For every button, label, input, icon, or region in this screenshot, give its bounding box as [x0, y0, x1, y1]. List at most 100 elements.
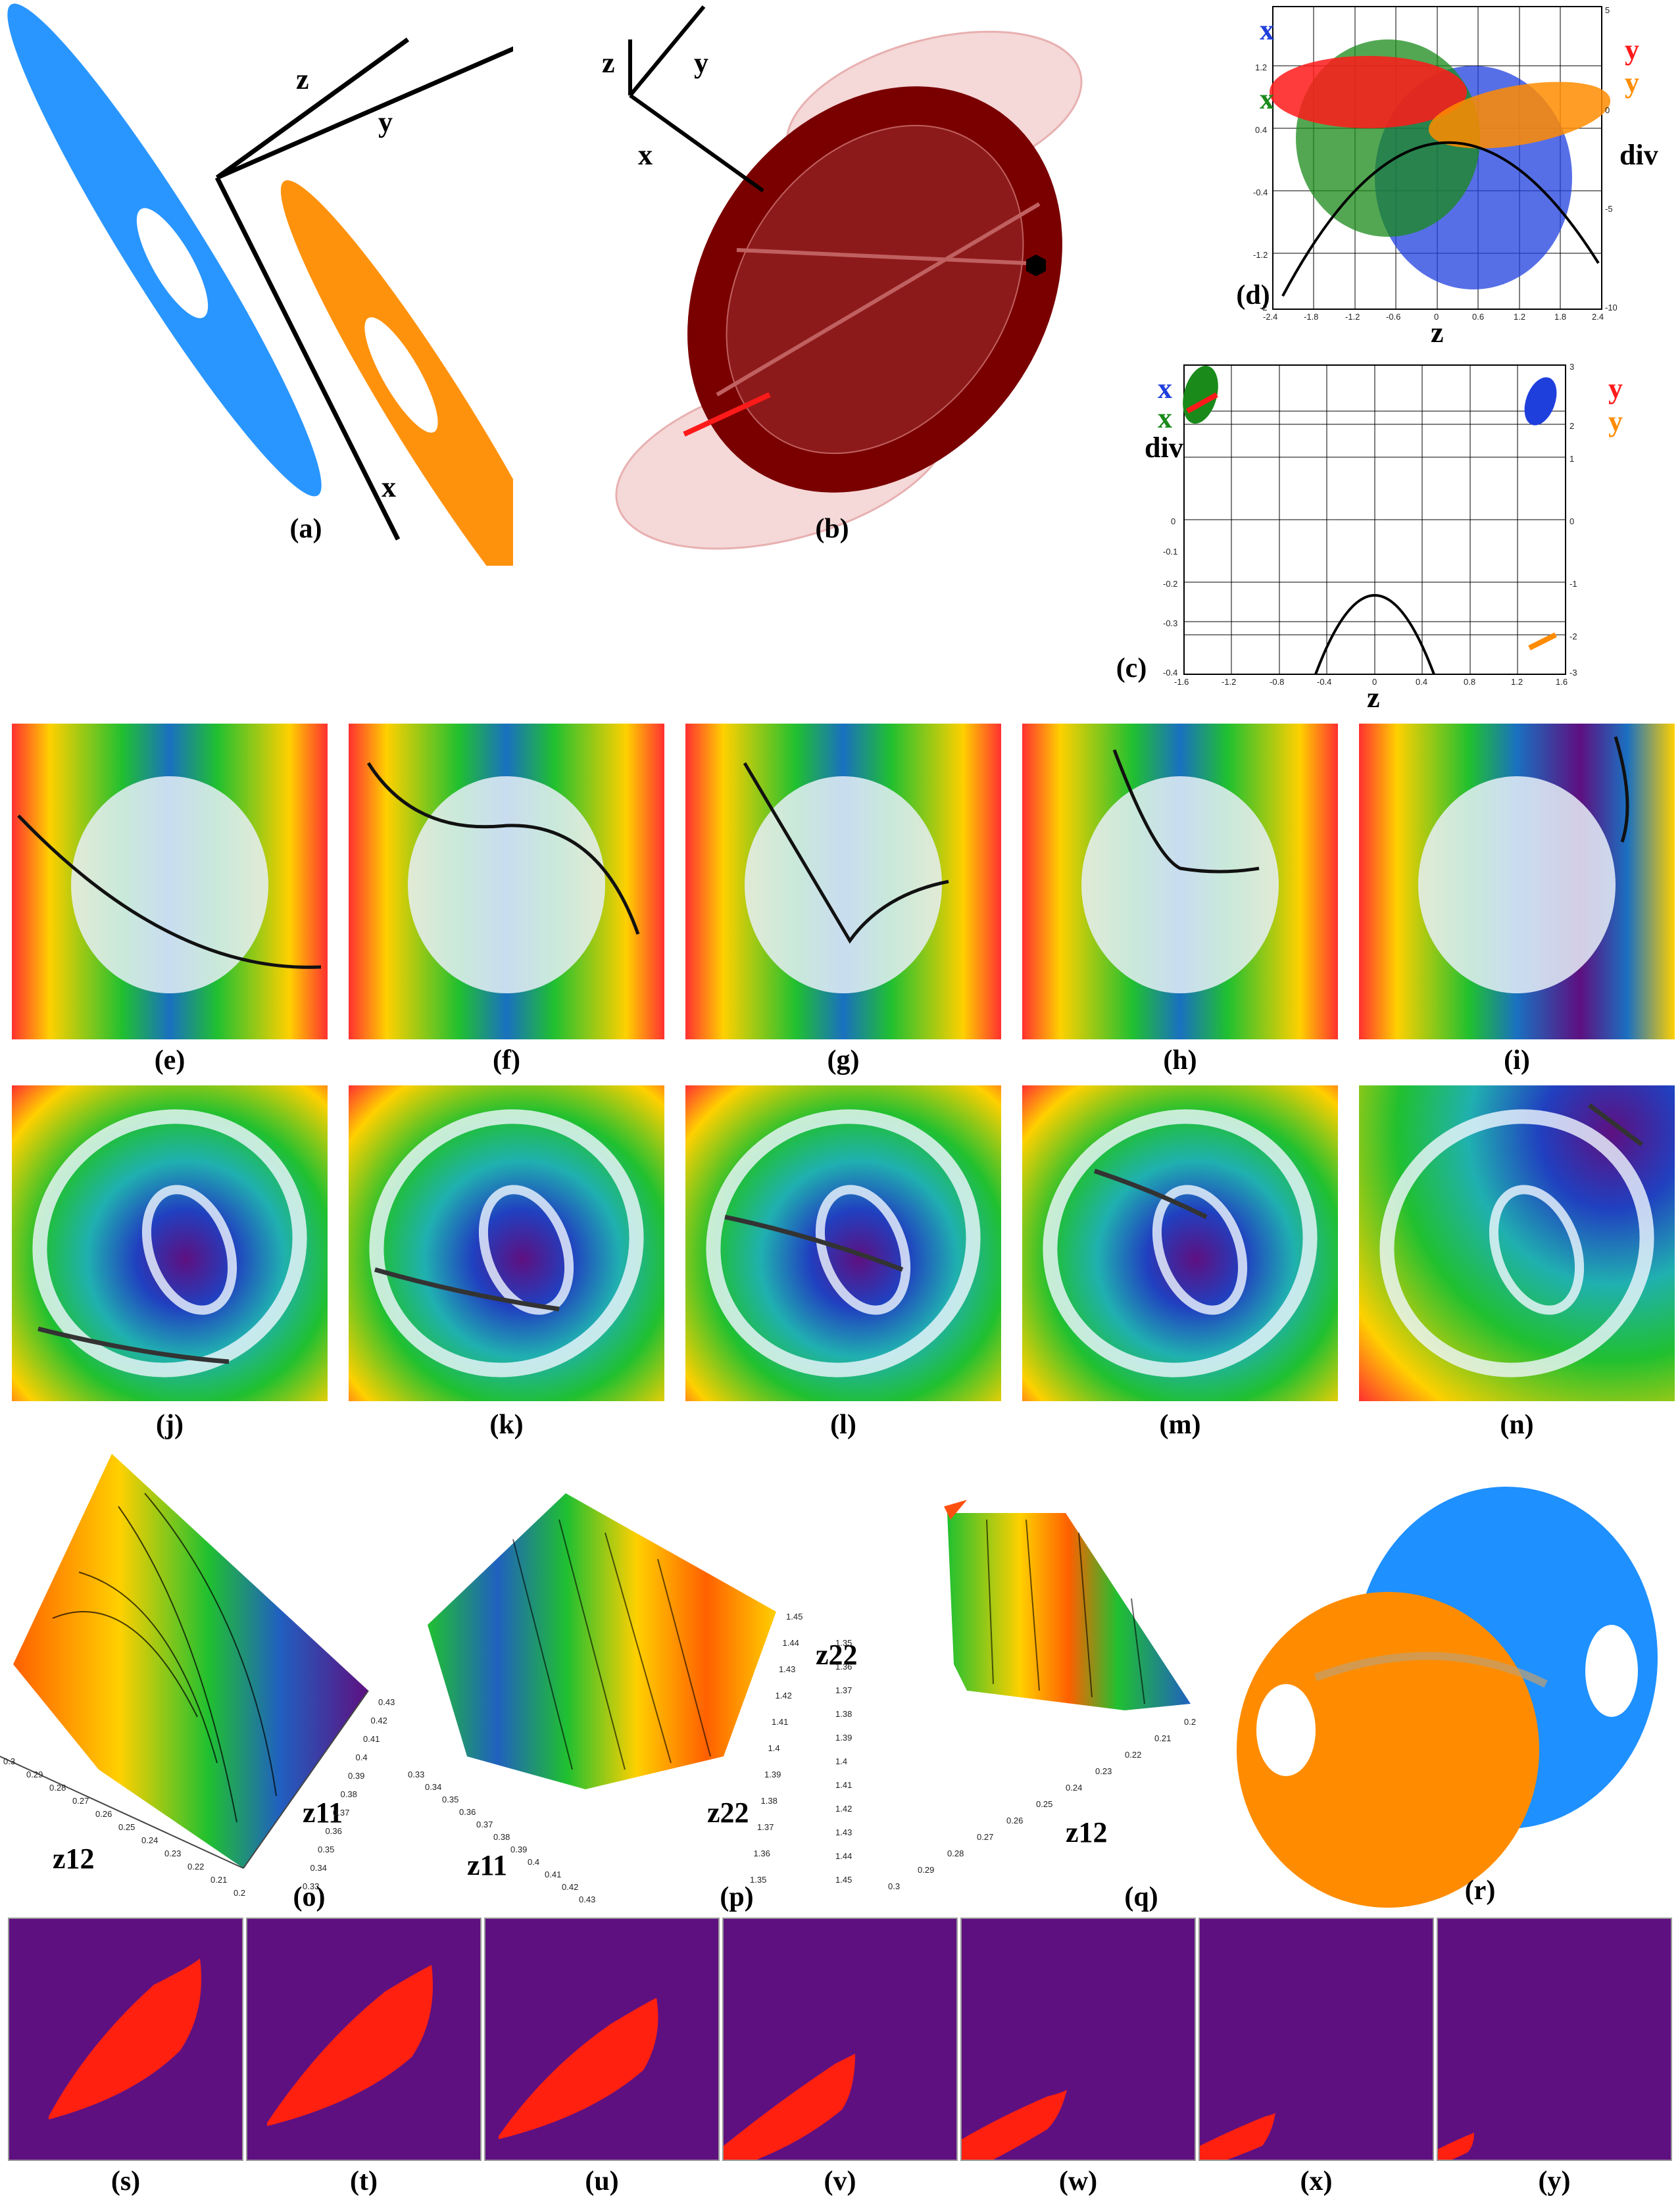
left-tick: 0 — [1171, 516, 1176, 526]
surface-tick-label: 0.27 — [72, 1796, 89, 1806]
surface-tick-label: 1.35 — [835, 1638, 852, 1648]
panel-b-plot — [615, 5, 1083, 550]
caption-j: (j) — [156, 1410, 184, 1440]
caption-w: (w) — [1058, 2166, 1098, 2196]
x-axis-label: z — [1431, 316, 1444, 349]
x-tick: -1.6 — [1174, 677, 1189, 687]
panel-t — [246, 1918, 482, 2161]
surface-tick-label: 0.33 — [303, 1881, 320, 1891]
x-tick: -0.6 — [1386, 312, 1401, 322]
panel-o: z12 z11 — [0, 1454, 408, 1901]
x-tick: -0.8 — [1270, 677, 1285, 687]
x-tick: 1.2 — [1511, 677, 1523, 687]
surface-tick-label: 0.38 — [493, 1832, 510, 1842]
div-label: div — [1145, 432, 1183, 464]
axis-y-label: y — [378, 106, 393, 138]
left-tick: -0.4 — [1163, 668, 1178, 678]
x-tick: 0.8 — [1464, 677, 1476, 687]
right-tick: -3 — [1569, 668, 1577, 678]
axis-b-label: z11 — [303, 1797, 343, 1829]
axis-x-label: x — [638, 139, 653, 171]
right-tick: -5 — [1605, 204, 1613, 214]
surface-tick-label: 1.42 — [775, 1691, 792, 1700]
panel-e — [12, 724, 328, 1039]
panel-f — [349, 724, 664, 1039]
surface-tick-label: 0.39 — [348, 1771, 365, 1781]
surface-tick-label: 0.29 — [918, 1865, 935, 1875]
panel-e-plot — [17, 776, 322, 993]
right-label-y2: y — [1625, 66, 1639, 99]
caption-v: (v) — [824, 2166, 856, 2196]
panel-i-plot — [1418, 736, 1629, 993]
panel-g-plot — [743, 762, 949, 993]
surface-tick-label: 1.38 — [760, 1796, 778, 1806]
surface-tick-label: 0.42 — [562, 1882, 579, 1892]
axis-z-label: z — [296, 63, 309, 95]
surface-tick-label: 1.43 — [779, 1664, 796, 1674]
surface-tick-label: 0.4 — [528, 1857, 540, 1867]
caption-k: (k) — [489, 1410, 524, 1440]
axes-triad — [214, 37, 513, 541]
left-label-x: x — [1158, 372, 1172, 405]
grid — [1184, 365, 1566, 674]
panel-x-plot — [1200, 2113, 1275, 2160]
right-tick: -10 — [1605, 303, 1618, 312]
surface-tick-label: 0.26 — [1006, 1816, 1024, 1825]
blue-blob — [1524, 377, 1557, 426]
right-label-y: y — [1608, 372, 1623, 405]
left-label-x2: x — [1260, 83, 1274, 115]
panel-l-plot — [706, 1109, 981, 1377]
left-label-x: x — [1260, 14, 1274, 46]
caption-r: (r) — [1464, 1875, 1496, 1906]
panel-p-surface — [428, 1493, 776, 1789]
surface-tick-label: 0.25 — [1036, 1799, 1053, 1809]
black-equilibrium-marker — [1026, 255, 1046, 276]
axis-y-label: y — [694, 47, 708, 79]
right-tick: 5 — [1605, 5, 1610, 15]
panel-y-plot — [1438, 2133, 1474, 2160]
left-label-x2: x — [1158, 402, 1172, 434]
axis-b-label: z12 — [1066, 1816, 1108, 1848]
panel-t-plot — [267, 1965, 433, 2126]
surface-tick-label: 1.39 — [764, 1770, 781, 1779]
right-tick: -2 — [1569, 632, 1577, 641]
panel-i — [1359, 724, 1675, 1039]
caption-t: (t) — [350, 2166, 378, 2196]
panel-u — [484, 1918, 720, 2161]
caption-h: (h) — [1163, 1045, 1197, 1076]
surface-tick-label: 0.41 — [363, 1734, 380, 1744]
surface-tick-label: 0.4 — [355, 1752, 368, 1762]
caption-a: (a) — [289, 514, 322, 544]
surface-tick-label: 0.35 — [442, 1795, 459, 1804]
surface-tick-label: 0.23 — [1095, 1766, 1112, 1776]
surface-tick-label: 0.41 — [545, 1870, 562, 1879]
axis-x-label: x — [382, 471, 396, 503]
axis-a-label: z12 — [53, 1843, 95, 1875]
red-spur — [683, 392, 771, 437]
panel-k — [349, 1085, 664, 1401]
caption-y: (y) — [1538, 2166, 1571, 2196]
surface-tick-label: 1.36 — [835, 1662, 852, 1672]
surface-tick-label: 0.35 — [318, 1845, 335, 1854]
x-tick: 0 — [1372, 677, 1377, 687]
surface-tick-label: 0.26 — [95, 1809, 112, 1819]
x-tick: 2.4 — [1592, 312, 1604, 322]
orange-cloud — [1428, 82, 1611, 149]
surface-tick-label: 1.4 — [768, 1743, 780, 1753]
panel-g — [685, 724, 1001, 1039]
div-label: div — [1619, 139, 1658, 171]
surface-tick-label: 0.22 — [187, 1862, 205, 1872]
surface-tick-label: 1.44 — [835, 1851, 852, 1861]
panel-j-plot — [32, 1109, 307, 1377]
panel-b: z y x — [566, 0, 1223, 566]
surface-tick-label: 0.33 — [408, 1770, 425, 1779]
caption-u: (u) — [585, 2166, 619, 2196]
surface-tick-label: 0.25 — [118, 1822, 136, 1832]
x-tick: 1.2 — [1514, 312, 1526, 322]
orange-stroke — [1528, 632, 1557, 651]
surface-tick-label: 0.43 — [579, 1895, 596, 1904]
right-label-y2: y — [1608, 405, 1623, 437]
left-tick: -0.1 — [1163, 547, 1178, 557]
panel-r — [1223, 1467, 1680, 1908]
caption-f: (f) — [493, 1045, 520, 1076]
